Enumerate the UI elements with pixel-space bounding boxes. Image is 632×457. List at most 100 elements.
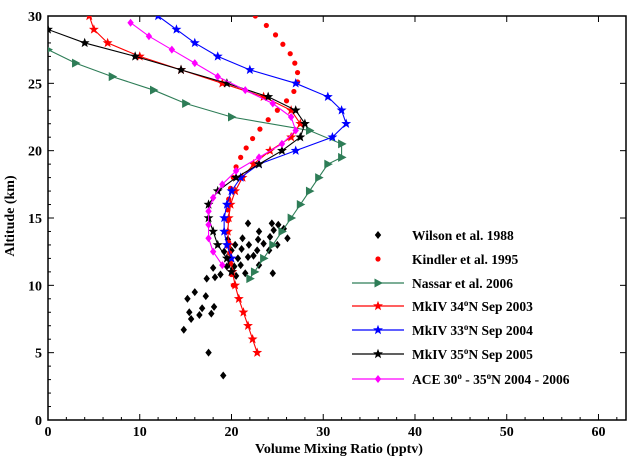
legend-item-kindler: Kindler et al. 1995 xyxy=(375,252,518,267)
data-point xyxy=(191,59,198,68)
data-point xyxy=(234,254,242,263)
x-tick-label: 30 xyxy=(316,425,330,440)
x-tick-label: 40 xyxy=(408,425,422,440)
x-tick-label: 50 xyxy=(500,425,514,440)
data-point xyxy=(278,226,287,236)
legend-item-mkiv-2003: MkIV 34oN Sep 2003 xyxy=(352,298,533,314)
data-point xyxy=(230,280,241,290)
data-point xyxy=(269,240,278,250)
data-point xyxy=(254,235,262,244)
data-point xyxy=(272,32,279,38)
data-point xyxy=(265,117,271,123)
data-point xyxy=(263,22,269,29)
data-point xyxy=(198,304,206,313)
data-point xyxy=(205,348,212,357)
data-point xyxy=(226,266,237,277)
data-point xyxy=(233,164,239,170)
data-point xyxy=(202,292,210,301)
data-point xyxy=(336,105,347,115)
data-point xyxy=(210,302,218,311)
data-point xyxy=(145,32,153,41)
series-line xyxy=(48,28,306,273)
data-point xyxy=(244,253,252,262)
data-point xyxy=(246,274,255,284)
data-point xyxy=(227,112,237,122)
data-point xyxy=(248,158,259,169)
y-tick-label: 20 xyxy=(28,145,42,160)
plot-border xyxy=(47,15,627,421)
y-tick-label: 10 xyxy=(28,279,42,294)
data-point xyxy=(189,37,200,48)
plot-frame xyxy=(47,15,627,421)
data-point xyxy=(225,199,236,209)
data-point xyxy=(237,261,244,270)
legend-marker xyxy=(375,256,381,262)
data-point xyxy=(233,293,244,304)
data-point xyxy=(230,185,241,196)
y-tick-label: 25 xyxy=(28,77,42,92)
x-tick-label: 0 xyxy=(45,425,52,440)
data-point xyxy=(217,78,228,88)
data-point xyxy=(191,288,198,297)
data-point xyxy=(286,132,297,142)
data-point xyxy=(212,51,223,61)
data-point xyxy=(260,239,267,248)
data-point xyxy=(226,253,237,263)
data-point xyxy=(252,16,258,19)
data-point xyxy=(341,118,352,128)
legend-label-kindler: Kindler et al. 1995 xyxy=(412,252,518,267)
x-tick-label: 10 xyxy=(133,425,147,440)
data-point xyxy=(290,78,301,88)
data-point xyxy=(291,88,297,95)
data-point xyxy=(238,154,244,160)
data-point xyxy=(235,172,246,182)
data-point xyxy=(243,320,253,330)
legend-marker xyxy=(374,231,382,239)
data-point xyxy=(338,152,347,162)
data-point xyxy=(186,308,193,317)
legend-marker xyxy=(373,348,383,359)
data-point xyxy=(134,51,145,61)
legend-marker xyxy=(374,375,382,383)
data-point xyxy=(255,227,263,236)
data-point xyxy=(48,24,53,34)
data-point xyxy=(269,99,276,108)
data-point xyxy=(305,125,315,135)
data-point xyxy=(257,126,263,132)
data-point xyxy=(338,139,347,149)
data-point xyxy=(290,105,301,115)
legend-item-wilson: Wilson et al. 1988 xyxy=(374,228,514,243)
data-point xyxy=(219,212,230,223)
data-point xyxy=(217,270,224,279)
data-point xyxy=(287,51,293,57)
data-point xyxy=(226,185,237,196)
data-point xyxy=(182,99,191,109)
legend-label-mkiv-2005: MkIV 35oN Sep 2005 xyxy=(412,346,533,362)
legend-symbol-mkiv-2005 xyxy=(352,348,404,359)
data-point xyxy=(203,199,214,209)
y-axis: 0 5 10 15 20 25 30 xyxy=(28,10,626,429)
data-point xyxy=(220,371,227,380)
data-point xyxy=(209,263,217,272)
y-tick-label: 30 xyxy=(28,10,42,25)
data-point xyxy=(231,172,242,182)
data-point xyxy=(268,219,276,228)
data-point xyxy=(322,91,333,102)
legend-label-nassar: Nassar et al. 2006 xyxy=(412,276,513,291)
y-tick-label: 5 xyxy=(35,347,42,362)
data-point xyxy=(86,16,93,21)
data-point xyxy=(294,69,301,76)
legend-label-mkiv-2004: MkIV 33oN Sep 2004 xyxy=(412,322,533,338)
data-point xyxy=(205,207,212,216)
data-point xyxy=(284,234,291,243)
data-point xyxy=(102,37,113,48)
data-point xyxy=(205,220,212,229)
legend-label-wilson: Wilson et al. 1988 xyxy=(412,228,514,243)
data-point xyxy=(212,239,223,250)
data-point xyxy=(219,180,226,189)
data-point xyxy=(274,107,280,113)
y-tick-label: 15 xyxy=(28,212,42,227)
legend-symbol-nassar xyxy=(352,278,404,288)
data-point xyxy=(258,91,269,102)
data-point xyxy=(244,219,252,228)
